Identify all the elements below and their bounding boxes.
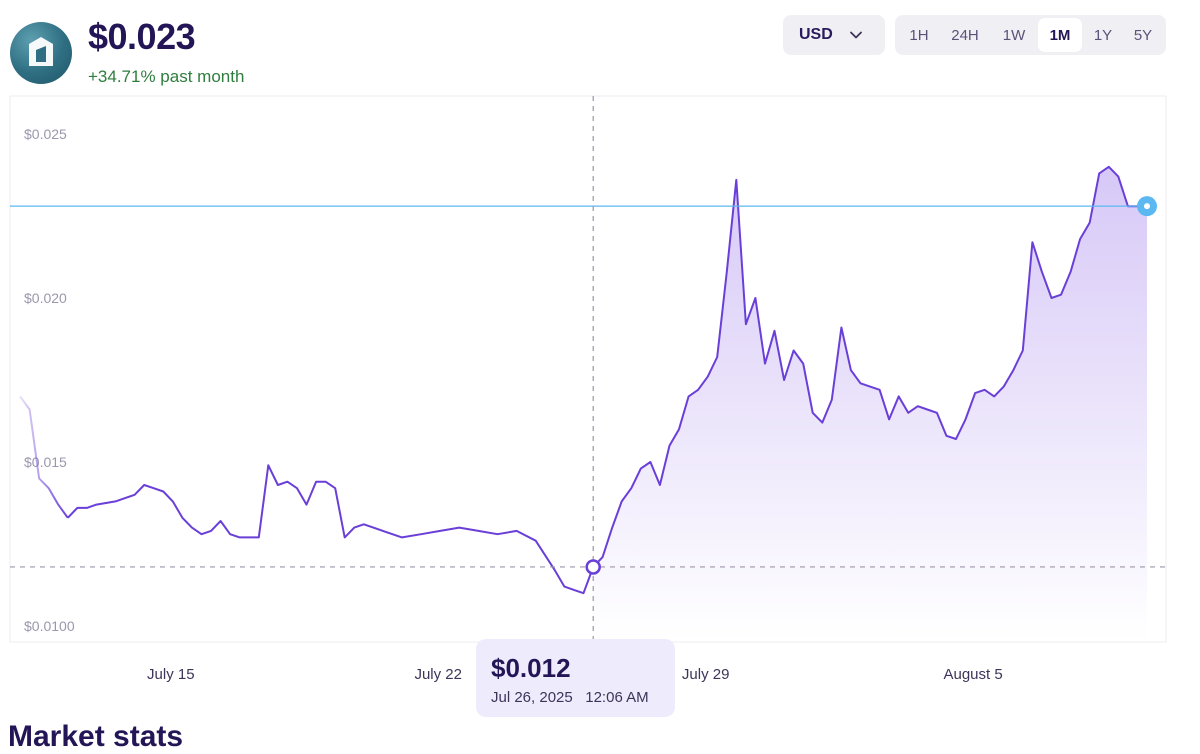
range-button-1m[interactable]: 1M: [1038, 18, 1082, 52]
y-tick-label: $0.025: [24, 126, 67, 142]
current-price: $0.023: [88, 16, 196, 57]
hover-point-marker: [585, 559, 601, 575]
price-line: [67, 165, 1147, 595]
x-tick-label: July 15: [147, 666, 195, 683]
x-tick-label: July 22: [414, 666, 462, 683]
price-area-fill: [593, 166, 1147, 641]
hover-tooltip: $0.012 Jul 26, 2025 12:06 AM: [476, 639, 675, 717]
range-button-5y[interactable]: 5Y: [1133, 26, 1153, 44]
tooltip-price: $0.012: [491, 653, 571, 683]
current-price-marker-center: [1144, 203, 1150, 210]
x-tick-label: August 5: [943, 666, 1002, 683]
range-button-1w[interactable]: 1W: [1002, 26, 1026, 44]
price-chart[interactable]: $0.025 $0.020 $0.015 $0.0100 July 15 July 22…: [0, 0, 1200, 732]
time-range-selector: 1H 24H 1W 1M 1Y 5Y: [895, 15, 1166, 55]
range-button-24h[interactable]: 24H: [951, 26, 979, 44]
price-change: +34.71% past month: [88, 67, 245, 86]
token-logo-icon: [10, 22, 72, 84]
section-heading: Market stats: [8, 720, 184, 753]
currency-select[interactable]: USD: [783, 15, 885, 55]
y-tick-label: $0.015: [24, 454, 67, 470]
chevron-down-icon: [850, 31, 862, 39]
y-tick-label: $0.020: [24, 290, 67, 306]
y-tick-label: $0.0100: [24, 618, 75, 634]
tooltip-date: Jul 26, 2025: [491, 689, 573, 706]
token-logo-glyph: [29, 37, 53, 66]
range-button-1h[interactable]: 1H: [909, 26, 929, 44]
tooltip-datetime: Jul 26, 2025 12:06 AM: [491, 689, 649, 706]
range-button-1y[interactable]: 1Y: [1093, 26, 1113, 44]
tooltip-time: 12:06 AM: [585, 689, 649, 706]
currency-label: USD: [799, 26, 833, 43]
price-line-faded-start: [19, 395, 69, 519]
x-tick-label: July 29: [682, 666, 730, 683]
